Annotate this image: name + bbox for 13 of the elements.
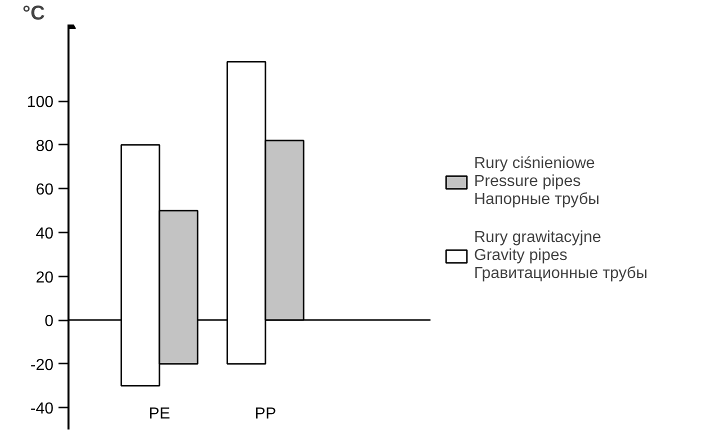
y-axis-title: °C	[22, 2, 45, 24]
legend-label: Rury grawitacyjne Gravity pipes Гравитационные трубы	[474, 228, 648, 284]
legend-label: Rury ciśnieniowe Pressure pipes Напорные трубы	[474, 154, 600, 210]
y-tick-label: 100	[26, 94, 54, 112]
y-tick-label: 0	[44, 313, 54, 330]
y-tick-label: 80	[36, 138, 54, 155]
y-tick-label: 20	[36, 269, 54, 286]
y-tick-label: 40	[36, 225, 54, 242]
y-tick-label: -40	[30, 400, 54, 418]
x-tick-label: PE	[148, 406, 170, 422]
x-tick-label: PP	[254, 406, 276, 422]
y-tick-label: 60	[36, 182, 54, 199]
y-tick-label: -20	[30, 356, 54, 374]
